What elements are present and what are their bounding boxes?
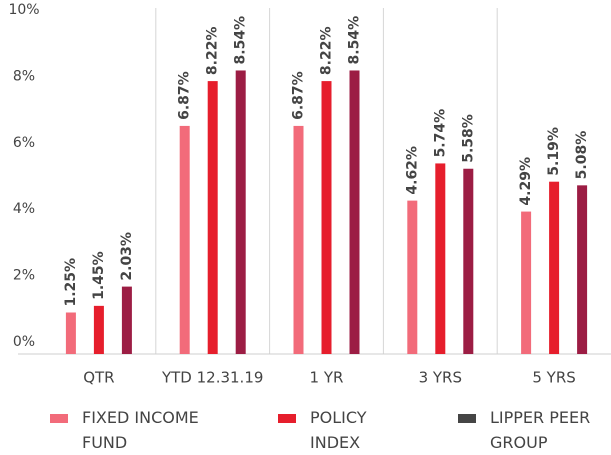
bar — [121, 286, 132, 354]
value-label: 5.74% — [432, 109, 448, 158]
value-label: 5.08% — [574, 131, 590, 180]
bar — [463, 168, 474, 354]
legend-label: LIPPER PEER GROUP — [490, 408, 591, 452]
bar — [207, 81, 218, 354]
legend-label: FIXED INCOME FUND — [82, 408, 199, 452]
x-tick-label: 3 YRS — [419, 369, 462, 387]
value-label: 1.45% — [91, 251, 107, 300]
legend-item: POLICY INDEX — [278, 405, 420, 455]
value-label: 5.58% — [460, 114, 476, 163]
value-label: 8.22% — [319, 27, 335, 76]
x-tick-label: QTR — [83, 369, 114, 387]
bar — [235, 70, 246, 355]
legend-label: POLICY INDEX — [310, 408, 367, 452]
bar — [349, 70, 360, 355]
value-label: 6.87% — [177, 71, 193, 120]
y-tick-label: 8% — [13, 68, 35, 84]
bar — [407, 200, 418, 354]
value-label: 4.62% — [404, 146, 420, 195]
y-tick-label: 2% — [13, 268, 35, 284]
bar — [549, 181, 560, 354]
legend-swatch — [50, 414, 68, 423]
x-tick-label: 1 YR — [310, 369, 344, 387]
value-label: 6.87% — [291, 71, 307, 120]
bar — [179, 125, 190, 354]
legend-swatch — [278, 414, 296, 423]
value-label: 8.22% — [205, 27, 221, 76]
bar — [293, 125, 304, 354]
y-tick-label: 0% — [13, 334, 35, 350]
legend-item: FIXED INCOME FUND — [50, 405, 232, 455]
value-label: 8.54% — [233, 16, 249, 65]
bar — [521, 211, 532, 354]
value-label: 4.29% — [518, 157, 534, 206]
chart: 0% 2% 4% 6% 8% 10% QTR 1.25% 1.45% 2.03% YTD 12.31… — [8, 2, 611, 387]
legend: FIXED INCOME FUND POLICY INDEX LIPPER PEER… — [0, 405, 611, 452]
y-tick-label: 6% — [13, 135, 35, 151]
value-label: 1.25% — [63, 258, 79, 307]
bar — [577, 185, 588, 354]
value-label: 5.19% — [546, 127, 562, 176]
legend-swatch — [458, 414, 476, 423]
bar — [65, 312, 76, 354]
x-tick-label: YTD 12.31.19 — [161, 369, 263, 387]
bar — [93, 305, 104, 354]
x-tick-label: 5 YRS — [532, 369, 575, 387]
legend-item: LIPPER PEER GROUP — [458, 405, 611, 455]
value-label: 8.54% — [347, 16, 363, 65]
bar — [321, 81, 332, 354]
value-label: 2.03% — [119, 232, 135, 281]
bar — [435, 163, 446, 354]
y-tick-label: 4% — [13, 201, 35, 217]
y-tick-label: 10% — [8, 2, 39, 18]
